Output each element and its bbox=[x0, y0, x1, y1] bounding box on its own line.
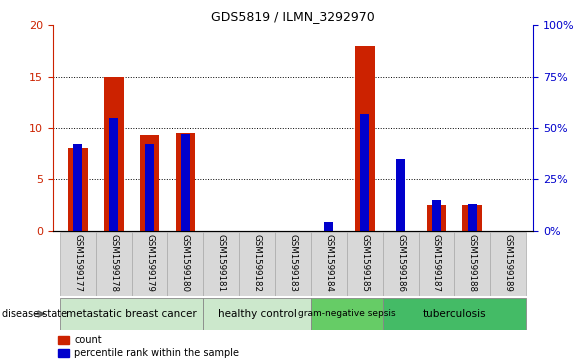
Text: GSM1599180: GSM1599180 bbox=[181, 234, 190, 292]
Text: GSM1599182: GSM1599182 bbox=[253, 234, 261, 292]
Bar bbox=[311, 298, 383, 330]
Text: GSM1599187: GSM1599187 bbox=[432, 234, 441, 292]
Bar bbox=[73, 144, 82, 231]
Bar bbox=[462, 205, 482, 231]
Text: GSM1599181: GSM1599181 bbox=[217, 234, 226, 292]
Bar bbox=[347, 232, 383, 296]
Bar bbox=[139, 135, 159, 231]
Bar bbox=[168, 232, 203, 296]
Text: healthy control: healthy control bbox=[218, 309, 297, 319]
Bar bbox=[68, 148, 88, 231]
Text: gram-negative sepsis: gram-negative sepsis bbox=[298, 310, 396, 318]
Bar bbox=[418, 232, 454, 296]
Bar bbox=[60, 298, 203, 330]
Text: tuberculosis: tuberculosis bbox=[423, 309, 486, 319]
Bar bbox=[203, 232, 239, 296]
Text: GSM1599179: GSM1599179 bbox=[145, 234, 154, 292]
Bar bbox=[355, 46, 374, 231]
Bar bbox=[60, 232, 96, 296]
Bar bbox=[454, 232, 490, 296]
Text: GSM1599177: GSM1599177 bbox=[73, 234, 83, 292]
Text: GSM1599185: GSM1599185 bbox=[360, 234, 369, 292]
Bar bbox=[468, 204, 477, 231]
Bar bbox=[396, 159, 405, 231]
Bar bbox=[432, 200, 441, 231]
Bar bbox=[96, 232, 132, 296]
Bar bbox=[490, 232, 526, 296]
Bar bbox=[360, 114, 369, 231]
Text: GSM1599183: GSM1599183 bbox=[288, 234, 298, 292]
Text: GSM1599178: GSM1599178 bbox=[109, 234, 118, 292]
Bar bbox=[109, 118, 118, 231]
Bar bbox=[383, 232, 418, 296]
Text: disease state: disease state bbox=[2, 309, 67, 319]
Bar bbox=[145, 144, 154, 231]
Bar bbox=[176, 133, 195, 231]
Title: GDS5819 / ILMN_3292970: GDS5819 / ILMN_3292970 bbox=[211, 10, 375, 23]
Bar bbox=[325, 222, 333, 231]
Text: GSM1599189: GSM1599189 bbox=[503, 234, 513, 292]
Bar bbox=[427, 205, 447, 231]
Text: GSM1599188: GSM1599188 bbox=[468, 234, 477, 292]
Bar bbox=[104, 77, 124, 231]
Legend: count, percentile rank within the sample: count, percentile rank within the sample bbox=[57, 335, 239, 358]
Bar bbox=[311, 232, 347, 296]
Bar bbox=[132, 232, 168, 296]
Text: GSM1599186: GSM1599186 bbox=[396, 234, 405, 292]
Bar bbox=[383, 298, 526, 330]
Bar bbox=[181, 134, 190, 231]
Text: GSM1599184: GSM1599184 bbox=[325, 234, 333, 292]
Text: metastatic breast cancer: metastatic breast cancer bbox=[66, 309, 197, 319]
Bar bbox=[203, 298, 311, 330]
Bar bbox=[275, 232, 311, 296]
Bar bbox=[239, 232, 275, 296]
